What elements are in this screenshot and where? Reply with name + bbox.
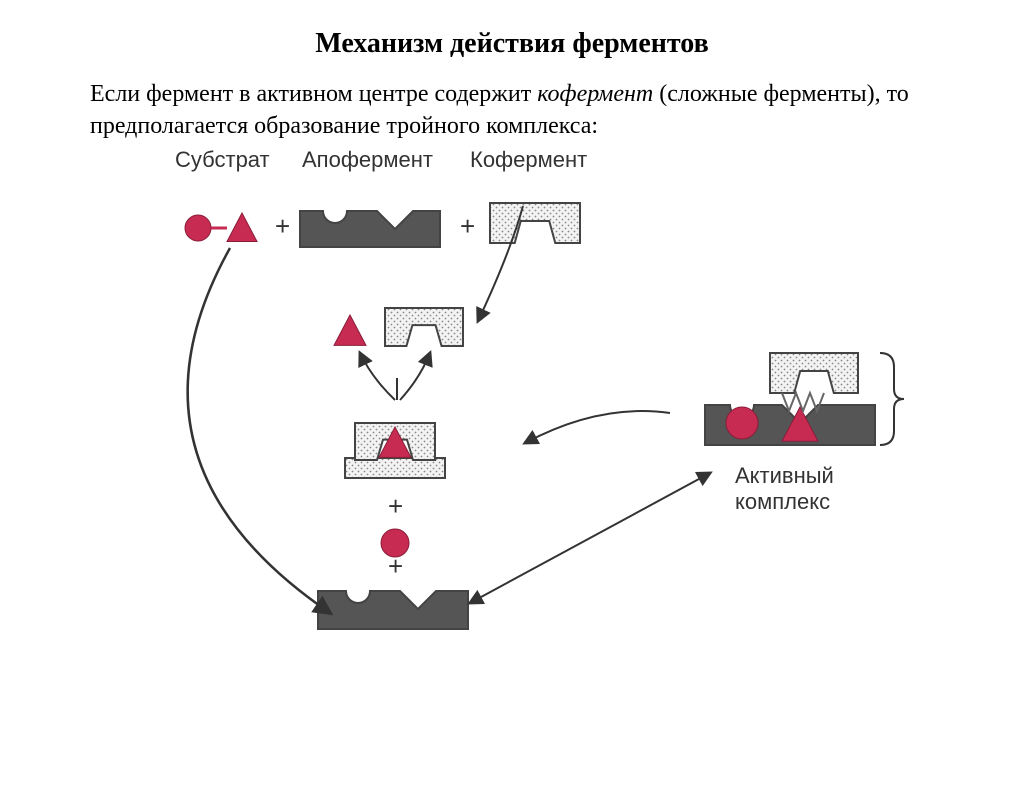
svg-text:+: + xyxy=(388,491,403,521)
intro-paragraph: Если фермент в активном центре содержит … xyxy=(90,78,934,143)
label-active-complex-l2: комплекс xyxy=(735,489,830,515)
intro-pre: Если фермент в активном центре содержит xyxy=(90,81,537,107)
svg-text:+: + xyxy=(460,211,475,241)
label-apoenzyme: Апофермент xyxy=(302,147,433,173)
svg-text:+: + xyxy=(275,211,290,241)
label-active-complex-l1: Активный xyxy=(735,463,834,489)
label-substrate: Субстрат xyxy=(175,147,270,173)
intro-coenzyme-word: кофермент xyxy=(537,81,653,107)
label-coenzyme: Кофермент xyxy=(470,147,587,173)
page-title: Механизм действия ферментов xyxy=(0,28,1024,60)
diagram-svg: + + + + xyxy=(0,143,1024,683)
enzyme-diagram: Субстрат Апофермент Кофермент Активный к… xyxy=(0,143,1024,683)
svg-text:+: + xyxy=(388,551,403,581)
